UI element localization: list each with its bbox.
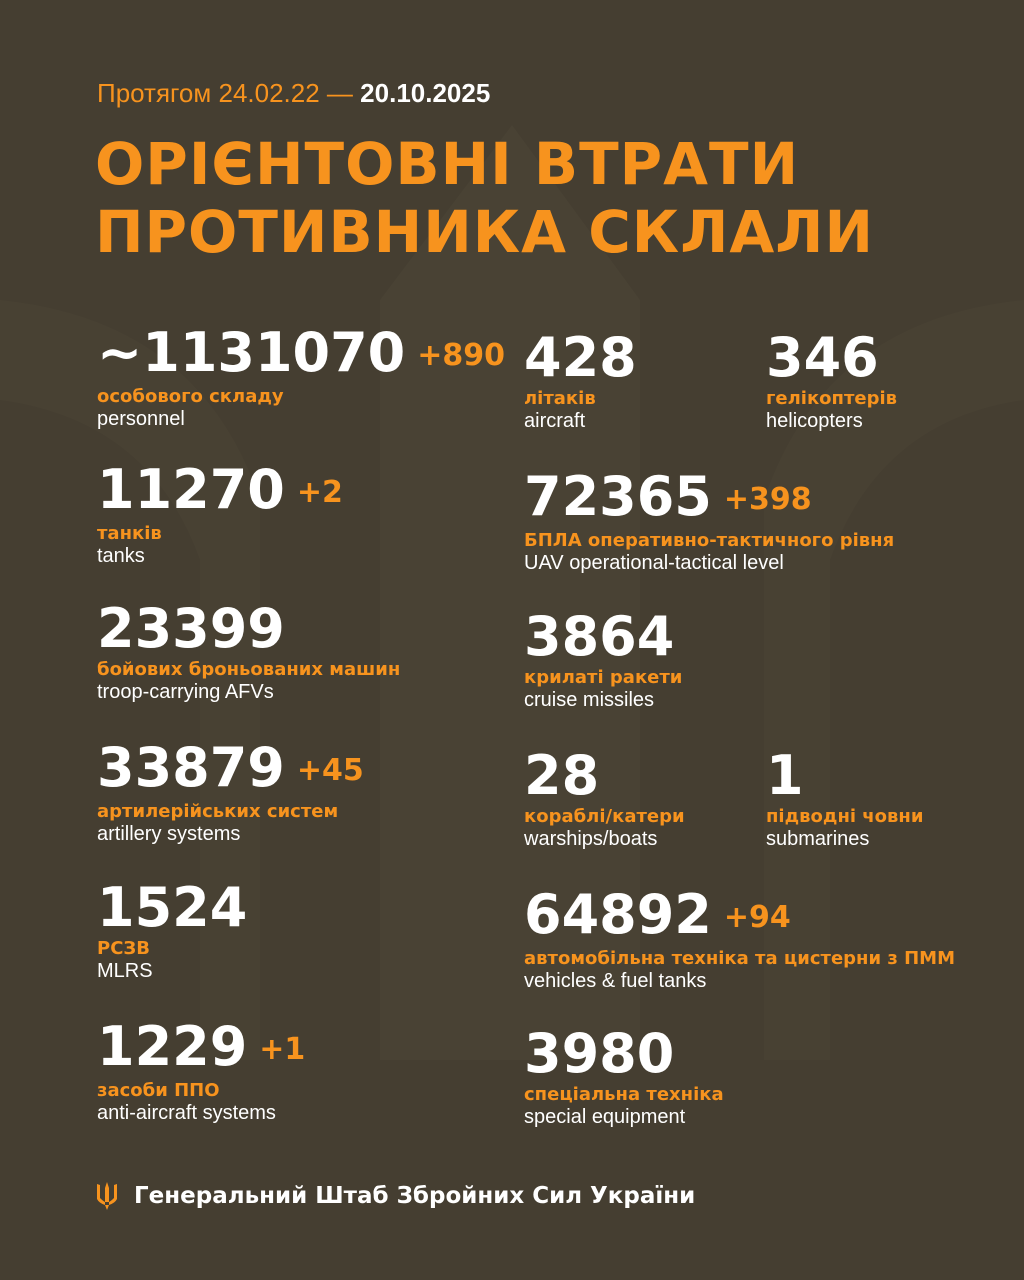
stat-item: 11270 +2 танків tanks [97, 462, 343, 568]
stat-delta: +890 [417, 338, 506, 373]
value: 346 [766, 326, 879, 389]
stat-value: 72365 +398 [524, 469, 894, 528]
value: 1524 [97, 876, 248, 939]
stat-item: 3980 спеціальна техніка special equipmen… [524, 1026, 724, 1129]
stat-value: 346 [766, 330, 897, 386]
stat-value: 3864 [524, 609, 682, 665]
stat-label-ua: автомобільна техніка та цистерни з ПММ [524, 948, 955, 969]
footer: Генеральний Штаб Збройних Сил України [96, 1182, 695, 1210]
stat-label-en: submarines [766, 828, 870, 850]
stat-label-ua: особового складу [97, 386, 284, 407]
stat-label-ua: бойових броньованих машин [97, 659, 401, 680]
stat-item: 1229 +1 засоби ППО anti-aircraft systems [97, 1019, 305, 1125]
value: 72365 [524, 465, 712, 528]
stat-item: 28 кораблі/катери warships/boats [524, 748, 685, 851]
value: 28 [524, 744, 600, 807]
stat-label-ua: крилаті ракети [524, 667, 683, 688]
stat-value: 23399 [97, 601, 400, 657]
title-line-1: ОРІЄНТОВНІ ВТРАТИ [95, 130, 800, 198]
stat-item: 3864 крилаті ракети cruise missiles [524, 609, 682, 712]
stat-label-en: artillery systems [97, 823, 241, 845]
stat-label-ua: БПЛА оперативно-тактичного рівня [524, 530, 895, 551]
stat-value: 28 [524, 748, 685, 804]
stat-item: 33879 +45 артилерійських систем artillery… [97, 740, 364, 846]
value: 64892 [524, 883, 712, 946]
stat-value: 428 [524, 330, 637, 386]
stat-label-ua: артилерійських систем [97, 801, 339, 822]
stat-delta: +45 [296, 753, 364, 788]
stat-label-en: vehicles & fuel tanks [524, 970, 707, 992]
stat-label-ua: кораблі/катери [524, 806, 685, 827]
period: Протягом 24.02.22 — 20.10.2025 [97, 78, 490, 109]
value: 1 [766, 744, 804, 807]
stat-label-ua: РСЗВ [97, 938, 150, 959]
stat-delta: +1 [259, 1032, 306, 1067]
period-end: 20.10.2025 [360, 78, 491, 108]
value: 3980 [524, 1022, 675, 1085]
stat-label-en: personnel [97, 408, 185, 430]
stat-label-ua: підводні човни [766, 806, 924, 827]
value: 11270 [97, 458, 285, 521]
stat-value: 1229 +1 [97, 1019, 305, 1078]
stat-value: 1 [766, 748, 923, 804]
stat-label-ua: літаків [524, 388, 596, 409]
stat-label-en: troop-carrying AFVs [97, 681, 274, 703]
stat-label-en: warships/boats [524, 828, 658, 850]
stat-label-en: special equipment [524, 1106, 686, 1128]
stat-delta: +2 [296, 475, 343, 510]
title-line-2: ПРОТИВНИКА СКЛАЛИ [95, 198, 874, 266]
value: 1229 [97, 1015, 248, 1078]
stat-value: 1524 [97, 880, 247, 936]
stat-item: 1524 РСЗВ MLRS [97, 880, 247, 983]
value: 428 [524, 326, 637, 389]
stat-label-ua: засоби ППО [97, 1080, 220, 1101]
stat-label-en: anti-aircraft systems [97, 1102, 276, 1124]
stat-label-ua: танків [97, 523, 162, 544]
stat-value: ~1131070 +890 [97, 325, 505, 384]
stat-label-en: MLRS [97, 960, 153, 982]
value: ~1131070 [97, 321, 406, 384]
stat-value: 64892 +94 [524, 887, 955, 946]
stat-value: 3980 [524, 1026, 724, 1082]
stat-delta: +398 [723, 482, 812, 517]
stat-item: 428 літаків aircraft [524, 330, 637, 433]
page-title: ОРІЄНТОВНІ ВТРАТИ ПРОТИВНИКА СКЛАЛИ [95, 130, 874, 266]
stat-label-ua: спеціальна техніка [524, 1084, 724, 1105]
stat-label-ua: гелікоптерів [766, 388, 898, 409]
stat-item: 72365 +398 БПЛА оперативно-тактичного рів… [524, 469, 894, 575]
stat-label-en: cruise missiles [524, 689, 655, 711]
stat-item: 346 гелікоптерів helicopters [766, 330, 897, 433]
stat-value: 11270 +2 [97, 462, 343, 521]
stat-value: 33879 +45 [97, 740, 364, 799]
stat-label-en: UAV operational-tactical level [524, 552, 784, 574]
period-start: Протягом 24.02.22 — [97, 78, 353, 108]
stat-label-en: tanks [97, 545, 145, 567]
value: 23399 [97, 597, 285, 660]
stat-item: 23399 бойових броньованих машин troop-ca… [97, 601, 400, 704]
value: 33879 [97, 736, 285, 799]
stat-delta: +94 [723, 900, 791, 935]
stat-item: 64892 +94 автомобільна техніка та цистерн… [524, 887, 955, 993]
stat-item: 1 підводні човни submarines [766, 748, 923, 851]
value: 3864 [524, 605, 675, 668]
stat-item: ~1131070 +890 особового складу personnel [97, 325, 505, 431]
footer-text: Генеральний Штаб Збройних Сил України [134, 1183, 696, 1209]
stat-label-en: aircraft [524, 410, 586, 432]
trident-icon [97, 1182, 117, 1210]
stat-label-en: helicopters [766, 410, 863, 432]
